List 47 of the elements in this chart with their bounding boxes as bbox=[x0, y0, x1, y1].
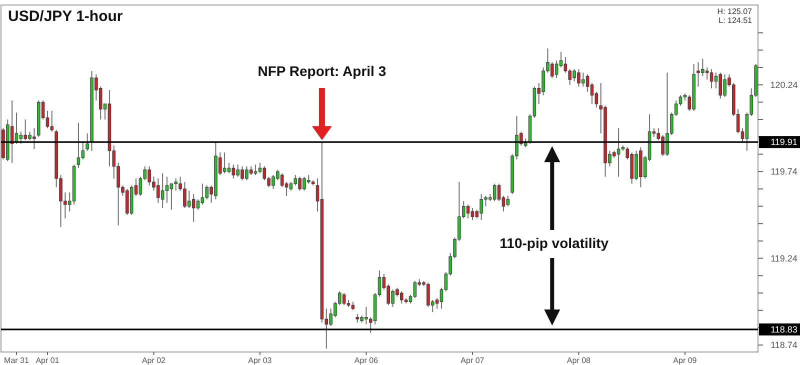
candlestick bbox=[165, 176, 169, 204]
candlestick bbox=[506, 195, 510, 207]
candlestick bbox=[492, 183, 496, 202]
candlestick bbox=[160, 172, 164, 208]
candlestick bbox=[470, 207, 474, 221]
y-tick-label: 120.24 bbox=[770, 80, 798, 90]
annotation: L: 124.51 bbox=[718, 16, 753, 25]
candlestick bbox=[466, 204, 470, 219]
chart-title: USD/JPY 1-hour bbox=[8, 8, 123, 25]
candlestick bbox=[710, 68, 714, 89]
candlestick bbox=[192, 194, 196, 222]
annotation: H: 125.07 bbox=[717, 7, 753, 16]
y-tick-label: 119.24 bbox=[770, 253, 798, 264]
candlestick bbox=[616, 128, 620, 178]
candlestick bbox=[76, 122, 80, 169]
candlestick bbox=[294, 174, 298, 186]
candlestick bbox=[342, 292, 346, 306]
candlestick bbox=[227, 162, 231, 174]
candlestick bbox=[50, 110, 54, 132]
candlestick bbox=[254, 164, 258, 176]
x-tick-label: Apr 02 bbox=[142, 356, 166, 365]
ref-line-label: 118.83 bbox=[770, 324, 798, 335]
candlestick bbox=[222, 152, 226, 174]
candlestick bbox=[10, 100, 14, 164]
x-tick-label: Apr 08 bbox=[566, 356, 592, 365]
x-tick-label: Apr 03 bbox=[248, 356, 272, 365]
y-tick-label: 119.74 bbox=[770, 166, 798, 177]
x-tick-label: Mar 31 bbox=[4, 356, 30, 365]
candlestick bbox=[86, 132, 89, 152]
candlestick bbox=[196, 198, 200, 210]
y-tick-label: 118.74 bbox=[770, 340, 798, 350]
x-tick-label: Apr 07 bbox=[460, 356, 485, 365]
x-tick-label: Apr 06 bbox=[354, 356, 379, 365]
x-tick-label: Apr 09 bbox=[673, 356, 698, 365]
ref-line-label: 119.91 bbox=[770, 137, 798, 148]
candlestick bbox=[232, 164, 236, 179]
candlestick bbox=[280, 172, 284, 188]
candlestick bbox=[586, 74, 590, 92]
candlestick bbox=[413, 280, 417, 299]
annotation: NFP Report: April 3 bbox=[258, 63, 386, 79]
candlestick bbox=[554, 60, 558, 78]
x-tick-label: Apr 01 bbox=[36, 356, 60, 365]
candlestick bbox=[170, 183, 174, 210]
candlestick bbox=[19, 131, 23, 144]
candlestick bbox=[705, 66, 709, 80]
annotation: 110-pip volatility bbox=[500, 235, 609, 251]
candlestick bbox=[200, 183, 204, 206]
